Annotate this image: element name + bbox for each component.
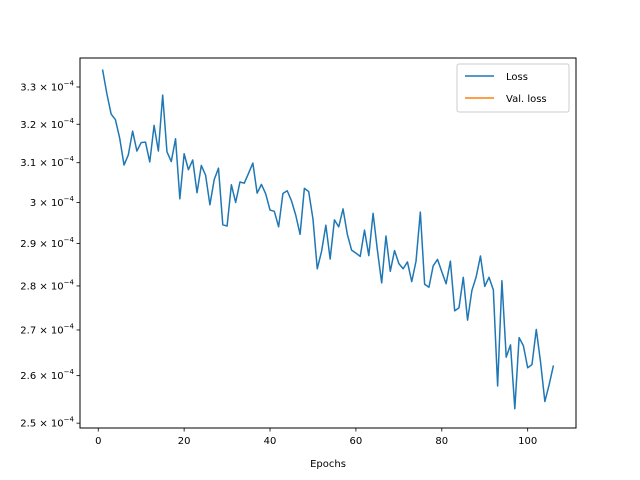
x-axis-label: Epochs xyxy=(310,459,346,470)
x-tick-label: 100 xyxy=(518,436,537,447)
series-layer xyxy=(101,69,555,410)
y-tick-label: 2.7 × 10−4 xyxy=(20,322,74,336)
y-tick-label: 3 × 10−4 xyxy=(30,195,75,209)
y-tick-label: 3.2 × 10−4 xyxy=(20,117,74,131)
y-tick-label: 3.3 × 10−4 xyxy=(20,80,74,94)
x-tick-label: 80 xyxy=(435,436,448,447)
y-tick-label: 3.1 × 10−4 xyxy=(20,155,74,169)
legend: Loss Val. loss xyxy=(456,63,570,113)
series-line-loss xyxy=(101,69,555,410)
y-tick-label: 2.5 × 10−4 xyxy=(20,416,74,430)
y-tick-label: 2.8 × 10−4 xyxy=(20,278,74,292)
legend-label-val-loss: Val. loss xyxy=(506,94,547,105)
y-tick-label: 2.6 × 10−4 xyxy=(20,368,74,382)
x-tick-label: 20 xyxy=(178,436,191,447)
x-tick-label: 60 xyxy=(350,436,363,447)
x-tick-label: 40 xyxy=(264,436,277,447)
y-axis-ticks: 2.5 × 10−4 2.6 × 10−4 2.7 × 10−4 2.8 × 10−4… xyxy=(20,80,80,430)
y-tick-label: 2.9 × 10−4 xyxy=(20,236,74,250)
x-tick-label: 0 xyxy=(95,436,101,447)
axes-frame xyxy=(79,57,577,429)
legend-label-loss: Loss xyxy=(506,72,528,83)
x-axis-ticks: 0 20 40 60 80 100 xyxy=(95,428,537,447)
